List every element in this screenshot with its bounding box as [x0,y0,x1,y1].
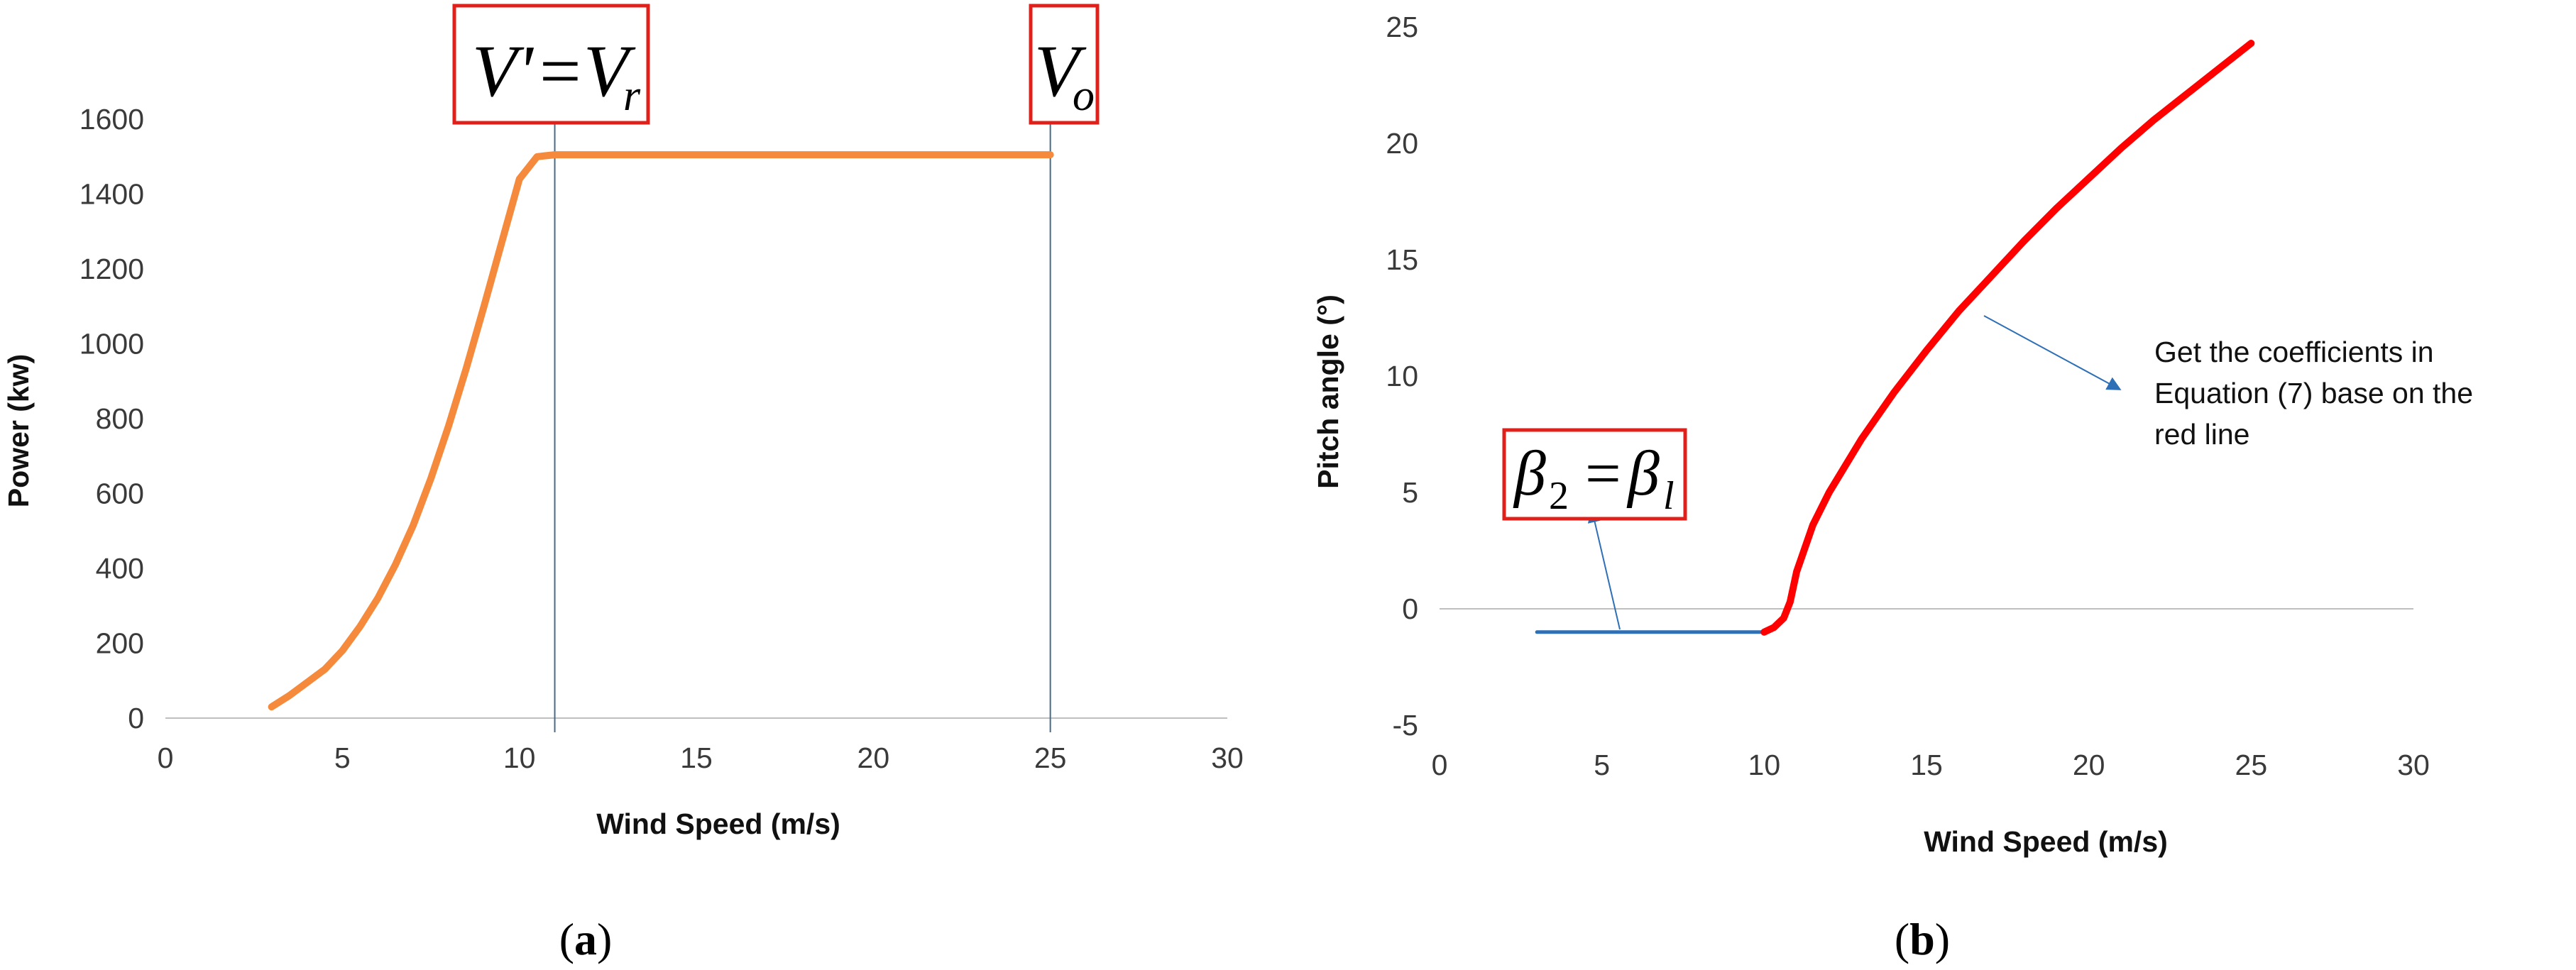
svg-text:o: o [1073,72,1095,120]
svg-text:r: r [623,72,641,120]
x-tick-label: 25 [1034,742,1067,774]
x-tick-label: 30 [2397,749,2430,781]
cut-out-speed-annotation: V o [1029,4,1100,125]
x-tick-label: 5 [1594,749,1610,781]
y-tick-label: 5 [1402,476,1418,509]
y-tick-label: 25 [1386,11,1418,43]
x-tick-label: 20 [2073,749,2105,781]
svg-text:l: l [1663,474,1675,518]
x-tick-label: 0 [158,742,174,774]
pitch-chart-y-axis-label: Pitch angle (°) [1312,294,1344,489]
x-tick-label: 5 [334,742,351,774]
y-tick-label: 400 [96,552,144,585]
y-tick-label: 10 [1386,360,1418,392]
coefficient-annotation-line-1: Get the coefficients in [2154,336,2434,368]
y-tick-label: 1000 [80,328,144,360]
svg-text:V: V [1034,31,1087,112]
panel-b-caption: (b) [1895,914,1950,964]
y-tick-label: 20 [1386,127,1418,160]
svg-text:=: = [539,31,581,112]
power-curve-line [268,151,1054,711]
y-tick-label: 0 [128,702,144,734]
power-chart-reference-lines [554,123,1051,732]
coefficient-annotation-line-2: Equation (7) base on the [2154,377,2473,409]
x-tick-label: 0 [1432,749,1448,781]
power-chart-x-axis-label: Wind Speed (m/s) [596,808,840,840]
y-tick-label: -5 [1393,709,1418,742]
x-tick-label: 15 [680,742,713,774]
power-chart-y-axis-label: Power (kw) [2,354,35,507]
coefficient-annotation-line-3: red line [2154,418,2249,451]
pitch-angle-chart: -5 0 5 10 15 20 25 0 5 10 15 20 25 30 Pitch angle (°)… [1312,11,2481,964]
panel-a-caption: (a) [559,914,613,964]
y-tick-label: 15 [1386,243,1418,276]
svg-text:V': V' [472,31,535,112]
x-tick-label: 20 [857,742,890,774]
svg-text:β: β [1513,439,1546,509]
y-tick-label: 1200 [80,253,144,285]
beta-equality-annotation: β 2 = β l [1502,428,1687,521]
pitch-chart-tick-labels: -5 0 5 10 15 20 25 0 5 10 15 20 25 30 [1386,11,2429,781]
svg-text:V: V [583,31,636,112]
svg-text:=: = [1585,439,1621,509]
coefficient-annotation: Get the coefficients in Equation (7) bas… [2154,336,2481,451]
y-tick-label: 800 [96,402,144,435]
pitch-curve-line [1760,40,2255,636]
y-tick-label: 200 [96,627,144,660]
power-curve-chart: 0 200 400 600 800 1000 1200 1400 1600 0 5 10 15 20 25 3… [2,4,1244,964]
x-tick-label: 10 [503,742,536,774]
x-tick-label: 10 [1748,749,1781,781]
x-tick-label: 30 [1211,742,1244,774]
svg-text:β: β [1626,439,1660,509]
x-tick-label: 15 [1910,749,1943,781]
beta-annotation-arrow [1587,508,1621,630]
svg-text:2: 2 [1549,474,1569,518]
y-tick-label: 1400 [80,178,144,211]
rated-speed-annotation: V' = V r [452,4,650,125]
y-tick-label: 1600 [80,103,144,136]
y-tick-label: 0 [1402,593,1418,625]
x-tick-label: 25 [2235,749,2268,781]
power-chart-tick-labels: 0 200 400 600 800 1000 1200 1400 1600 0 5 10 15 20 25 3… [80,103,1244,774]
y-tick-label: 600 [96,478,144,510]
pitch-chart-x-axis-label: Wind Speed (m/s) [1924,825,2168,858]
coefficient-annotation-arrow [1983,315,2122,390]
